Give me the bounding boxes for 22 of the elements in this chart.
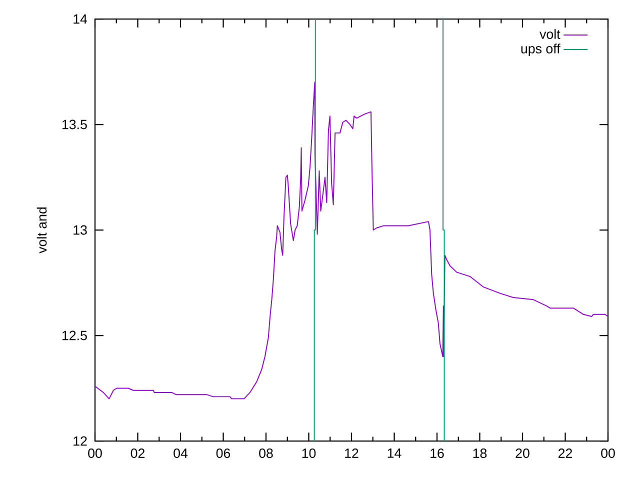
x-tick-label: 18 xyxy=(473,448,487,458)
x-tick-label: 12 xyxy=(345,448,358,458)
x-tick-label: 10 xyxy=(302,448,316,458)
x-tick-label: 20 xyxy=(516,448,530,458)
x-tick-label: 22 xyxy=(558,448,572,458)
line-series xyxy=(95,82,608,400)
legend-label: volt xyxy=(540,29,560,39)
y-tick-label: 13.5 xyxy=(62,120,87,130)
x-tick-label: 16 xyxy=(430,448,444,458)
x-tick-label: 08 xyxy=(259,448,273,458)
x-tick-label: 00 xyxy=(601,448,615,458)
y-tick-label: 13 xyxy=(74,225,87,235)
x-tick-label: 14 xyxy=(388,448,402,458)
x-tick-label: 00 xyxy=(88,448,102,458)
y-tick-label: 12.5 xyxy=(62,330,87,340)
legend-label: ups off xyxy=(521,44,560,56)
x-tick-label: 06 xyxy=(216,448,230,458)
x-tick-label: 04 xyxy=(174,448,188,458)
y-tick-label: 12 xyxy=(74,436,87,446)
y-tick-label: 14 xyxy=(74,14,88,24)
x-tick-label: 02 xyxy=(130,448,145,458)
y-axis-title: volt and xyxy=(36,207,47,254)
